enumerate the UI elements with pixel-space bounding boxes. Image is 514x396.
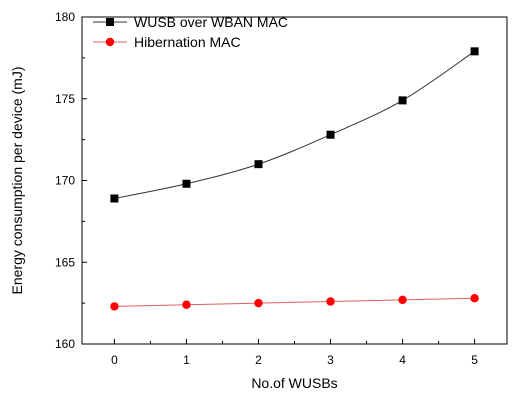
legend-label-1: Hibernation MAC <box>134 34 241 50</box>
y-tick-label-0: 160 <box>55 337 75 351</box>
data-point-0-5 <box>470 47 479 56</box>
data-point-0-2 <box>254 160 263 169</box>
data-point-1-2 <box>254 298 263 308</box>
data-point-0-4 <box>398 96 407 105</box>
x-tick-label-1: 1 <box>183 353 190 367</box>
legend-marker-0 <box>106 18 114 26</box>
legend-label-0: WUSB over WBAN MAC <box>134 14 288 30</box>
data-point-1-4 <box>398 295 407 305</box>
data-point-0-3 <box>326 130 335 139</box>
series-line-0 <box>114 50 475 199</box>
y-axis-title: Energy consumption per device (mJ) <box>9 67 25 295</box>
data-point-0-0 <box>110 194 119 203</box>
data-point-1-0 <box>110 302 119 311</box>
x-tick-label-3: 3 <box>327 353 334 367</box>
series-1 <box>110 294 479 311</box>
series-line-1 <box>114 297 475 307</box>
x-tick-label-5: 5 <box>471 353 478 367</box>
series-layer <box>110 47 479 311</box>
x-axis-title: No.of WUSBs <box>251 375 337 391</box>
y-tick-label-1: 165 <box>55 255 75 269</box>
legend: WUSB over WBAN MAC Hibernation MAC <box>93 14 288 50</box>
x-tick-label-2: 2 <box>255 353 262 367</box>
legend-marker-1 <box>105 37 115 47</box>
series-0 <box>110 47 479 203</box>
y-tick-label-2: 170 <box>55 174 75 188</box>
y-tick-label-3: 175 <box>55 92 75 106</box>
data-point-0-1 <box>182 179 191 188</box>
data-point-1-3 <box>326 297 335 306</box>
plot-frame <box>81 16 508 345</box>
x-tick-label-0: 0 <box>111 353 118 367</box>
chart-axes: 0 1 2 3 4 5 160 165 170 175 180 <box>55 10 508 367</box>
data-point-1-5 <box>470 294 479 303</box>
data-point-1-1 <box>182 300 191 309</box>
x-tick-label-4: 4 <box>399 353 406 367</box>
y-tick-label-4: 180 <box>55 10 75 24</box>
